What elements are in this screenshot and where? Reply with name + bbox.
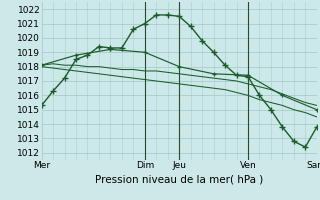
X-axis label: Pression niveau de la mer( hPa ): Pression niveau de la mer( hPa ): [95, 175, 263, 185]
